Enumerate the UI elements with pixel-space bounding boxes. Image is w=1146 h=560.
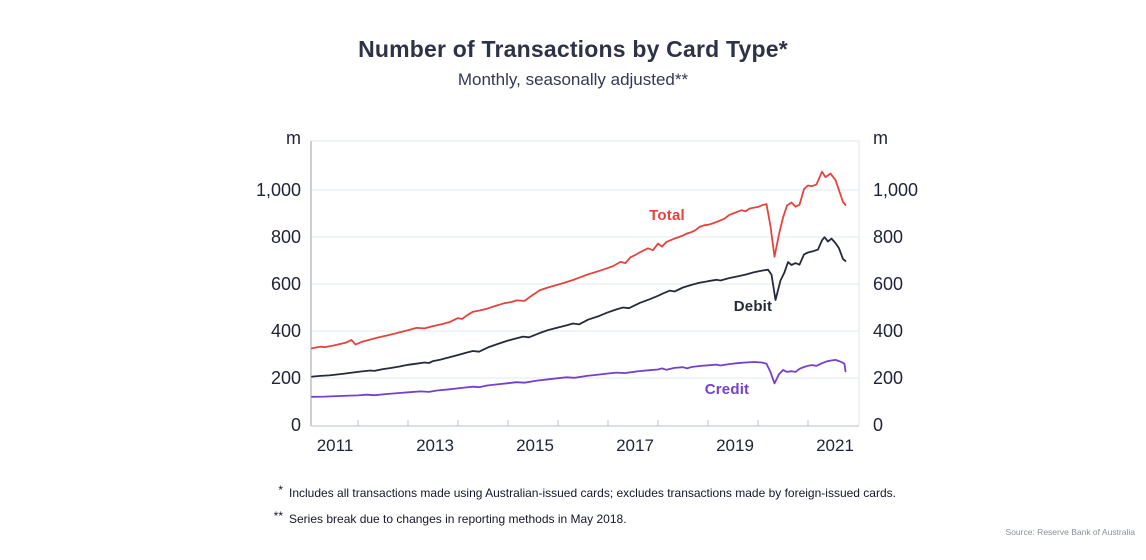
y-tick-label: 200: [873, 368, 904, 388]
series-line-total: [311, 170, 847, 350]
series-layer: [311, 170, 847, 398]
y-axis-unit-right: m: [873, 128, 888, 148]
x-tick-label: 2019: [716, 436, 754, 455]
y-tick-label: 400: [270, 321, 301, 341]
x-tick-label: 2013: [416, 436, 454, 455]
y-tick-label: 0: [290, 415, 301, 435]
series-label-debit: Debit: [733, 298, 773, 315]
y-tick-label: 200: [270, 368, 301, 388]
gridlines: [311, 140, 859, 379]
footnote-row: ** Series break due to changes in report…: [270, 509, 896, 526]
x-tick-label: 2017: [616, 436, 654, 455]
page-title: Number of Transactions by Card Type*: [358, 36, 788, 62]
source-attribution: Source: Reserve Bank of Australia: [1005, 527, 1135, 537]
y-tick-label: 600: [873, 274, 904, 294]
page-subtitle: Monthly, seasonally adjusted**: [457, 70, 689, 89]
y-tick-label: 400: [873, 321, 904, 341]
y-tick-label: 0: [873, 415, 884, 435]
x-tick-label: 2021: [816, 436, 854, 455]
footnote-row: * Includes all transactions made using A…: [270, 483, 896, 500]
x-tick-label: 2011: [316, 436, 354, 455]
series-label-credit: Credit: [704, 381, 750, 398]
y-axis-unit-left: m: [286, 128, 301, 148]
footnote-marker: **: [273, 509, 283, 523]
footnote-marker: *: [278, 483, 283, 497]
y-tick-label: 1,000: [873, 180, 919, 200]
y-tick-label: 600: [270, 274, 301, 294]
series-line-debit: [311, 236, 847, 378]
footnote-text: Series break due to changes in reporting…: [289, 512, 627, 526]
x-tick-label: 2015: [516, 436, 554, 455]
footnote-text: Includes all transactions made using Aus…: [289, 486, 896, 500]
y-tick-label: 1,000: [255, 180, 301, 200]
footnotes: * Includes all transactions made using A…: [270, 483, 896, 538]
x-axis-ticks: [357, 420, 809, 426]
y-tick-label: 800: [270, 227, 301, 247]
series-line-credit: [311, 358, 847, 398]
y-tick-label: 800: [873, 227, 904, 247]
series-label-total: Total: [649, 207, 685, 224]
